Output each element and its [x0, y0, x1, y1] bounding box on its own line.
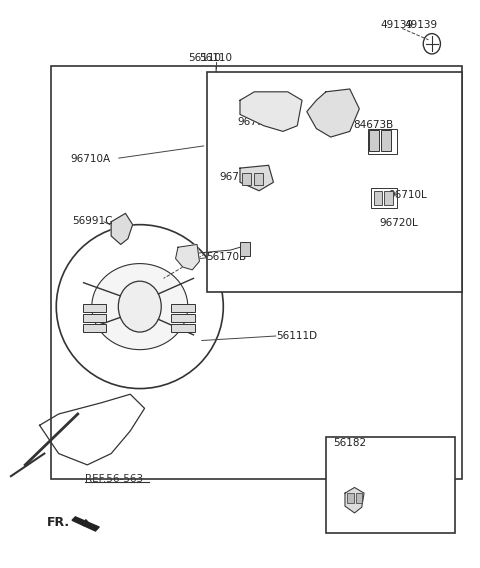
Polygon shape: [72, 517, 99, 531]
Polygon shape: [240, 92, 302, 131]
Bar: [51, 66, 462, 479]
Bar: [326, 437, 455, 533]
Bar: [348, 493, 354, 503]
Polygon shape: [240, 165, 274, 191]
Polygon shape: [307, 89, 360, 137]
Bar: [384, 191, 393, 205]
Bar: [171, 304, 195, 312]
Bar: [373, 191, 382, 205]
Bar: [83, 304, 107, 312]
Text: 96720L: 96720L: [380, 218, 419, 228]
Polygon shape: [345, 487, 364, 513]
Text: 56110: 56110: [200, 53, 233, 63]
Bar: [206, 72, 462, 293]
Bar: [242, 173, 251, 185]
Bar: [83, 324, 107, 332]
Bar: [368, 128, 396, 154]
Text: 96710R: 96710R: [238, 117, 278, 127]
Bar: [171, 324, 195, 332]
Text: 96710L: 96710L: [388, 190, 427, 200]
Bar: [240, 241, 250, 256]
Bar: [83, 314, 107, 322]
Text: 49139: 49139: [381, 20, 414, 30]
Text: REF.56-563: REF.56-563: [85, 474, 143, 484]
Text: 56991C: 56991C: [72, 216, 112, 225]
Circle shape: [118, 281, 161, 332]
Ellipse shape: [92, 264, 188, 350]
Text: 56110: 56110: [188, 53, 221, 63]
Text: 56170B: 56170B: [206, 252, 247, 262]
Text: 56111D: 56111D: [276, 331, 317, 341]
Bar: [171, 314, 195, 322]
Bar: [254, 173, 263, 185]
Text: 56182: 56182: [333, 438, 366, 448]
Text: 96710A: 96710A: [71, 153, 111, 164]
Text: 49139: 49139: [405, 20, 438, 30]
Bar: [356, 493, 362, 503]
Bar: [381, 130, 391, 151]
Text: FR.: FR.: [47, 516, 70, 529]
Bar: [371, 188, 397, 208]
Text: 96720R: 96720R: [219, 172, 260, 182]
Polygon shape: [176, 244, 199, 270]
Text: 84673B: 84673B: [354, 120, 394, 130]
Polygon shape: [111, 214, 132, 244]
Bar: [369, 130, 379, 151]
